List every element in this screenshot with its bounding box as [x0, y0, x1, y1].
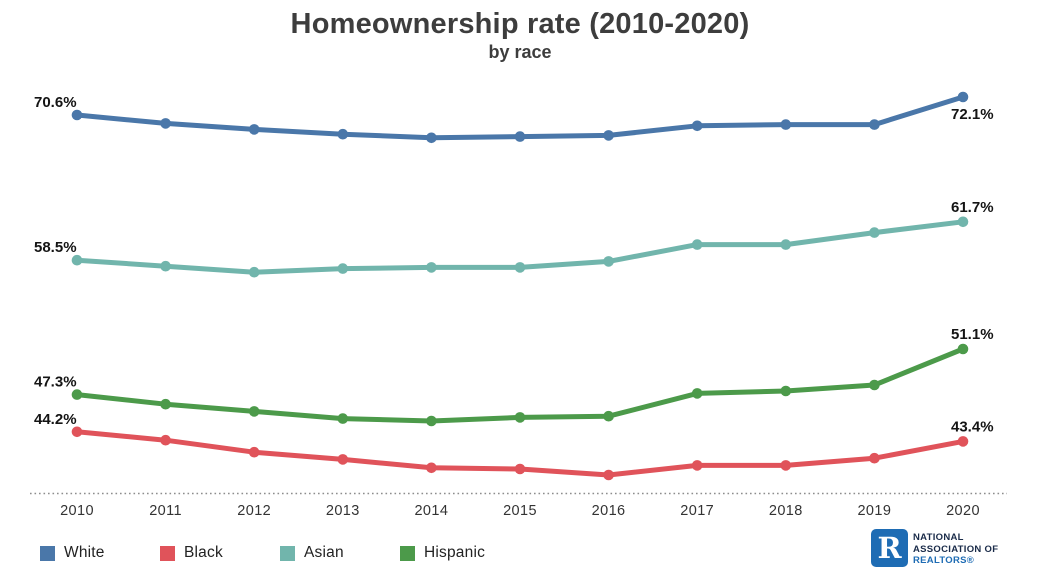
line-hispanic: [74, 346, 966, 424]
marker-white-2016: [603, 130, 614, 141]
legend-swatch-icon: [40, 545, 55, 561]
marker-white-2018: [780, 119, 792, 130]
marker-black-2020: [957, 436, 969, 447]
x-tick-label: 2015: [503, 503, 537, 519]
marker-white-2010: [71, 109, 83, 121]
marker-asian-2011: [160, 260, 171, 272]
legend-item-black: Black: [160, 544, 280, 562]
marker-white-2014: [426, 132, 437, 144]
start-value-label-asian: 58.5%: [34, 239, 77, 256]
legend-item-white: White: [40, 544, 160, 562]
marker-white-2012: [248, 124, 260, 135]
marker-asian-2017: [691, 239, 703, 250]
marker-white-2020: [957, 91, 969, 103]
marker-hispanic-2020: [957, 343, 969, 355]
marker-black-2012: [248, 446, 260, 458]
marker-hispanic-2019: [869, 379, 880, 391]
x-tick-label: 2020: [946, 503, 980, 519]
x-tick-label: 2018: [769, 503, 803, 519]
x-tick-label: 2017: [680, 503, 714, 519]
start-value-label-white: 70.6%: [34, 94, 77, 111]
chart-title: Homeownership rate (2010-2020): [290, 8, 750, 40]
marker-asian-2014: [426, 262, 437, 273]
marker-black-2014: [426, 462, 437, 474]
legend-label: White: [64, 544, 105, 561]
legend-swatch-icon: [400, 545, 415, 561]
legend-label: Asian: [304, 544, 344, 561]
x-tick-label: 2013: [326, 503, 360, 519]
legend-item-hispanic: Hispanic: [400, 544, 520, 562]
marker-hispanic-2014: [426, 415, 437, 427]
x-tick-label: 2012: [237, 503, 271, 519]
start-value-label-hispanic: 47.3%: [34, 374, 77, 391]
marker-white-2011: [160, 118, 171, 129]
x-tick-label: 2016: [592, 503, 626, 519]
legend-label: Black: [184, 544, 223, 561]
marker-white-2013: [337, 128, 349, 140]
logo-line2: ASSOCIATION OF: [913, 543, 999, 555]
marker-asian-2020: [957, 216, 969, 228]
x-tick-label: 2019: [857, 503, 891, 519]
marker-hispanic-2018: [780, 385, 792, 397]
marker-asian-2018: [780, 239, 792, 250]
marker-black-2016: [603, 469, 614, 481]
legend-item-asian: Asian: [280, 544, 400, 562]
marker-asian-2016: [603, 256, 614, 267]
marker-white-2017: [691, 120, 703, 132]
marker-white-2015: [514, 131, 526, 142]
realtor-r-letter: R: [877, 531, 902, 565]
marker-black-2017: [691, 460, 703, 471]
marker-black-2019: [869, 452, 880, 464]
marker-asian-2019: [869, 227, 880, 238]
marker-hispanic-2011: [160, 398, 171, 410]
marker-hispanic-2016: [603, 410, 614, 422]
marker-hispanic-2015: [514, 412, 526, 423]
marker-black-2013: [337, 454, 349, 465]
x-tick-label: 2014: [414, 503, 448, 519]
marker-black-2010: [71, 426, 83, 438]
legend: White Black Asian Hispanic: [40, 544, 520, 562]
legend-swatch-icon: [280, 545, 295, 561]
start-value-label-black: 44.2%: [34, 411, 77, 428]
x-tick-label: 2010: [60, 503, 94, 519]
marker-hispanic-2012: [248, 406, 260, 417]
marker-hispanic-2013: [337, 413, 349, 424]
logo-line3: REALTORS®: [913, 555, 975, 566]
legend-label: Hispanic: [424, 544, 486, 561]
marker-white-2019: [869, 119, 880, 130]
end-value-label-white: 72.1%: [951, 106, 994, 123]
marker-asian-2012: [248, 266, 260, 278]
chart-subtitle: by race: [488, 42, 552, 62]
marker-asian-2010: [71, 254, 83, 266]
end-value-label-black: 43.4%: [951, 418, 994, 435]
end-value-label-asian: 61.7%: [951, 199, 994, 216]
realtor-r-icon: R: [871, 529, 908, 567]
marker-black-2018: [780, 460, 792, 471]
logo-line1: NATIONAL: [913, 532, 964, 543]
chart-header: Homeownership rate (2010-2020) by race: [0, 8, 1040, 63]
marker-asian-2015: [514, 262, 526, 273]
marker-asian-2013: [337, 263, 349, 274]
marker-black-2011: [160, 434, 171, 446]
nar-logo: R NATIONAL ASSOCIATION OF REALTORS®: [871, 529, 998, 567]
marker-hispanic-2017: [691, 388, 703, 399]
legend-swatch-icon: [160, 545, 175, 561]
marker-hispanic-2010: [71, 389, 83, 400]
marker-black-2015: [514, 463, 526, 475]
end-value-label-hispanic: 51.1%: [951, 326, 994, 343]
logo-text: NATIONAL ASSOCIATION OF REALTORS®: [913, 529, 998, 567]
x-tick-label: 2011: [149, 503, 182, 519]
